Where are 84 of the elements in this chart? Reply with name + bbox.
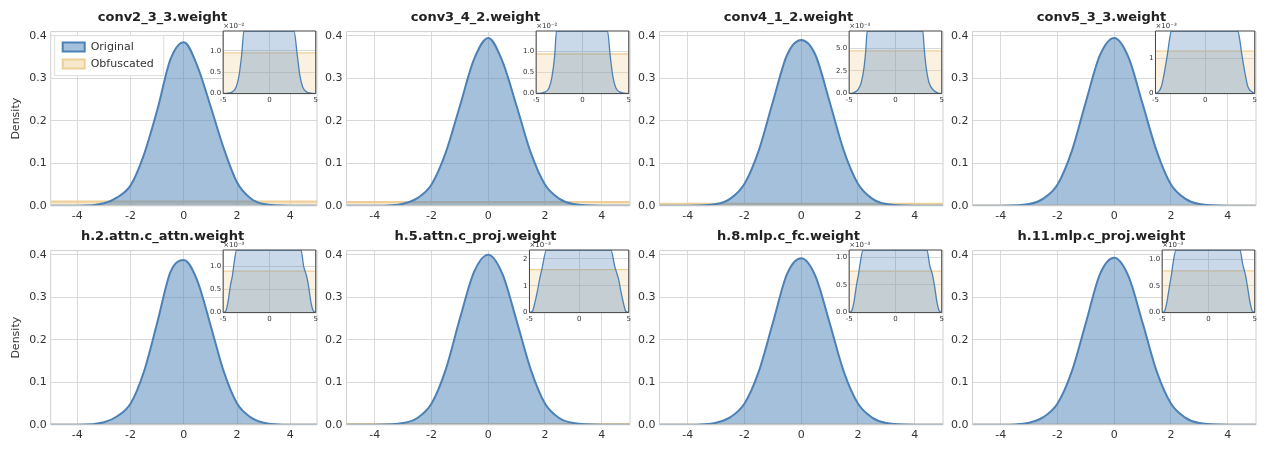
y-tick-label: 0.2 [637,113,656,127]
y-tick-label: 0.2 [324,113,343,127]
y-tick-label: 0.2 [324,332,343,346]
y-tick-label: 0.0 [950,198,969,212]
x-tick-label: 4 [598,209,606,223]
y-tick-label: 0.2 [29,332,47,346]
x-tick-label: -4 [369,209,381,223]
x-tick-label: 4 [286,428,294,442]
y-axis-title: Density [9,97,23,140]
x-tick-label: 0 [180,209,188,223]
x-tick-label: 4 [1224,428,1232,442]
x-tick-label: 2 [233,428,241,442]
y-tick-label: 0.0 [324,198,343,212]
x-tick-label: -2 [1052,209,1064,223]
x-tick-label: 2 [541,428,549,442]
y-tick-label: 0.4 [637,28,656,42]
y-tick-label: 0.4 [29,28,47,42]
y-tick-label: 0.3 [950,290,969,304]
x-tick-label: -2 [125,428,137,442]
y-tick-label: 0.3 [324,290,343,304]
x-tick-label: 2 [233,209,241,223]
y-tick-label: 0.3 [29,290,47,304]
x-tick-label: 4 [1224,209,1232,223]
x-tick-label: 4 [286,209,294,223]
legend-label: Original [90,40,134,54]
y-tick-label: 0.0 [950,417,969,431]
x-tick-label: -2 [426,428,438,442]
y-tick-label: 0.3 [637,290,656,304]
x-tick-label: 0 [797,209,805,223]
x-tick-label: -4 [71,209,83,223]
y-tick-label: 0.1 [29,375,47,389]
y-tick-label: 0.1 [950,375,969,389]
x-tick-label: -2 [426,209,438,223]
y-tick-label: 0.3 [324,71,343,85]
x-tick-label: 0 [797,428,805,442]
x-tick-label: 2 [541,209,549,223]
y-tick-label: 0.1 [29,156,47,170]
x-tick-label: -4 [995,209,1007,223]
x-tick-label: -2 [739,209,751,223]
x-tick-label: 4 [911,209,919,223]
y-tick-label: 0.3 [950,71,969,85]
y-tick-label: 0.2 [29,113,47,127]
x-tick-label: -4 [369,428,381,442]
y-tick-label: 0.4 [950,28,969,42]
y-tick-label: 0.4 [950,247,969,261]
y-tick-label: 0.0 [29,417,47,431]
y-tick-label: 0.3 [29,71,47,85]
x-tick-label: -4 [682,428,694,442]
x-tick-label: 0 [1110,428,1118,442]
x-tick-label: 2 [854,209,862,223]
y-axis-title: Density [9,316,23,359]
y-tick-label: 0.2 [950,332,969,346]
x-tick-label: -2 [125,209,137,223]
y-tick-label: 0.0 [637,417,656,431]
x-tick-label: -4 [995,428,1007,442]
x-tick-label: 2 [854,428,862,442]
x-tick-label: -4 [71,428,83,442]
y-tick-label: 0.4 [324,28,343,42]
y-tick-label: 0.0 [324,417,343,431]
y-tick-label: 0.4 [637,247,656,261]
y-tick-label: 0.1 [950,156,969,170]
x-tick-label: 2 [1167,209,1175,223]
y-tick-label: 0.4 [29,247,47,261]
x-tick-label: -4 [682,209,694,223]
x-tick-label: 4 [598,428,606,442]
x-tick-label: 0 [484,428,492,442]
y-tick-label: 0.1 [637,375,656,389]
y-tick-label: 0.2 [950,113,969,127]
x-tick-label: -2 [739,428,751,442]
y-tick-label: 0.1 [324,156,343,170]
y-tick-label: 0.3 [637,71,656,85]
x-tick-label: 0 [484,209,492,223]
y-tick-label: 0.1 [637,156,656,170]
y-tick-label: 0.2 [637,332,656,346]
y-tick-label: 0.1 [324,375,343,389]
x-tick-label: -2 [1052,428,1064,442]
y-tick-label: 0.0 [29,198,47,212]
x-tick-label: 0 [180,428,188,442]
legend-label: Obfuscated [90,57,154,71]
x-tick-label: 2 [1167,428,1175,442]
x-tick-label: 4 [911,428,919,442]
x-tick-label: 0 [1110,209,1118,223]
y-tick-label: 0.4 [324,247,343,261]
y-tick-label: 0.0 [637,198,656,212]
